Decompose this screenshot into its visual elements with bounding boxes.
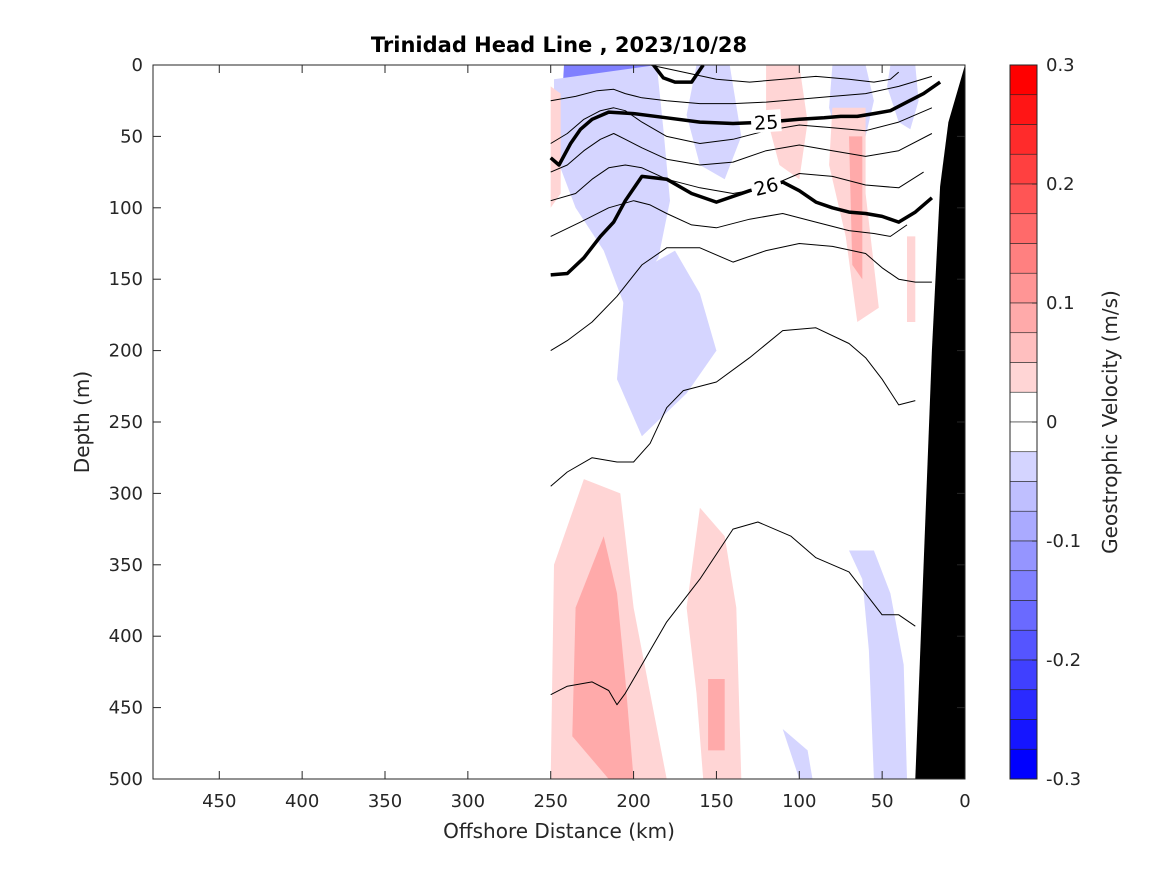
colorbar-level [1009,689,1038,720]
x-tick-label: 300 [451,791,485,812]
colorbar-level [1009,510,1038,542]
y-tick-label: 350 [109,555,143,576]
colorbar: 0.3 0.2 0.1 0 -0.1 -0.2 -0.3 [1009,55,1081,790]
x-tick-label: 200 [616,791,650,812]
colorbar-level [1009,570,1038,601]
colorbar-tick-label: 0.1 [1046,293,1075,314]
density-contour-3 [550,75,933,105]
y-tick-label: 300 [109,483,143,504]
density-contour-0 [549,80,942,167]
x-axis: 450 400 350 300 250 200 150 100 50 0 [202,65,971,812]
x-tick-label: 450 [202,791,236,812]
y-tick-label: 400 [109,626,143,647]
y-tick-label: 150 [109,269,143,290]
velocity-patch-8 [782,729,813,779]
x-axis-label: Offshore Distance (km) [443,819,675,843]
colorbar-level [1009,719,1038,750]
colorbar-tick-label: 0.2 [1046,174,1075,195]
velocity-patch-11 [686,507,742,779]
colorbar-level [1009,64,1038,96]
density-contour-10 [550,521,916,706]
x-tick-label: 400 [285,791,319,812]
x-tick-label: 350 [368,791,402,812]
density-contour-11 [649,65,900,83]
y-tick-label: 250 [109,412,143,433]
contour-label-bg [748,170,784,200]
y-tick-label: 200 [109,341,143,362]
velocity-patch-6 [887,65,919,130]
colorbar-level [1009,302,1038,334]
y-tick-label: 100 [109,198,143,219]
y-tick-label: 450 [109,698,143,719]
y-tick-label: 0 [132,55,143,76]
colorbar-level [1009,600,1038,631]
colorbar-level [1009,332,1038,363]
colorbar-level [1009,213,1038,244]
colorbar-tick-label: 0.3 [1046,55,1075,76]
colorbar-tick-label: -0.1 [1046,531,1081,552]
velocity-patch-7 [849,550,907,779]
x-tick-label: 150 [699,791,733,812]
density-contour-4 [550,107,933,144]
colorbar-level [1009,421,1038,453]
y-axis: 0 50 100 150 200 250 300 350 400 450 500 [109,55,965,790]
contour-label: 25 [753,111,779,135]
colorbar-tick-label: 0 [1046,412,1057,433]
y-tick-label: 50 [120,126,143,147]
velocity-patch-14 [907,236,916,322]
colorbar-tick-label: -0.2 [1046,650,1081,671]
density-contour-9 [550,327,916,487]
velocity-fill-layer [550,65,919,779]
density-contour-8 [550,243,932,352]
colorbar-level [1009,153,1038,185]
velocity-patch-3 [617,250,717,437]
colorbar-level [1009,124,1038,155]
colorbar-level [1009,659,1038,691]
colorbar-level [1009,183,1038,215]
x-tick-label: 100 [782,791,816,812]
velocity-patch-9 [550,86,561,208]
density-contour-2 [652,65,705,84]
chart-title: Trinidad Head Line , 2023/10/28 [371,33,747,57]
colorbar-level [1009,94,1038,125]
x-tick-label: 0 [959,791,970,812]
density-contour-5 [550,133,933,173]
x-tick-label: 250 [534,791,568,812]
colorbar-level [1009,748,1038,780]
colorbar-level [1009,481,1038,512]
density-contour-7 [550,200,908,237]
velocity-patch-15 [572,536,634,779]
contour-label-bg [750,109,782,134]
bathymetry-seafloor [915,65,965,779]
velocity-patch-16 [708,679,725,751]
colorbar-level [1009,243,1038,274]
density-contour-6 [550,164,924,202]
colorbar-level [1009,362,1038,393]
colorbar-tick-label: -0.3 [1046,769,1081,790]
velocity-patch-17 [849,136,863,280]
y-tick-label: 500 [109,769,143,790]
y-axis-label: Depth (m) [70,371,94,473]
colorbar-level [1009,272,1038,304]
colorbar-level [1009,451,1038,482]
colorbar-label: Geostrophic Velocity (m/s) [1098,290,1122,554]
colorbar-level [1009,540,1038,572]
colorbar-level [1009,629,1038,661]
x-tick-label: 50 [871,791,894,812]
colorbar-level [1009,391,1038,423]
